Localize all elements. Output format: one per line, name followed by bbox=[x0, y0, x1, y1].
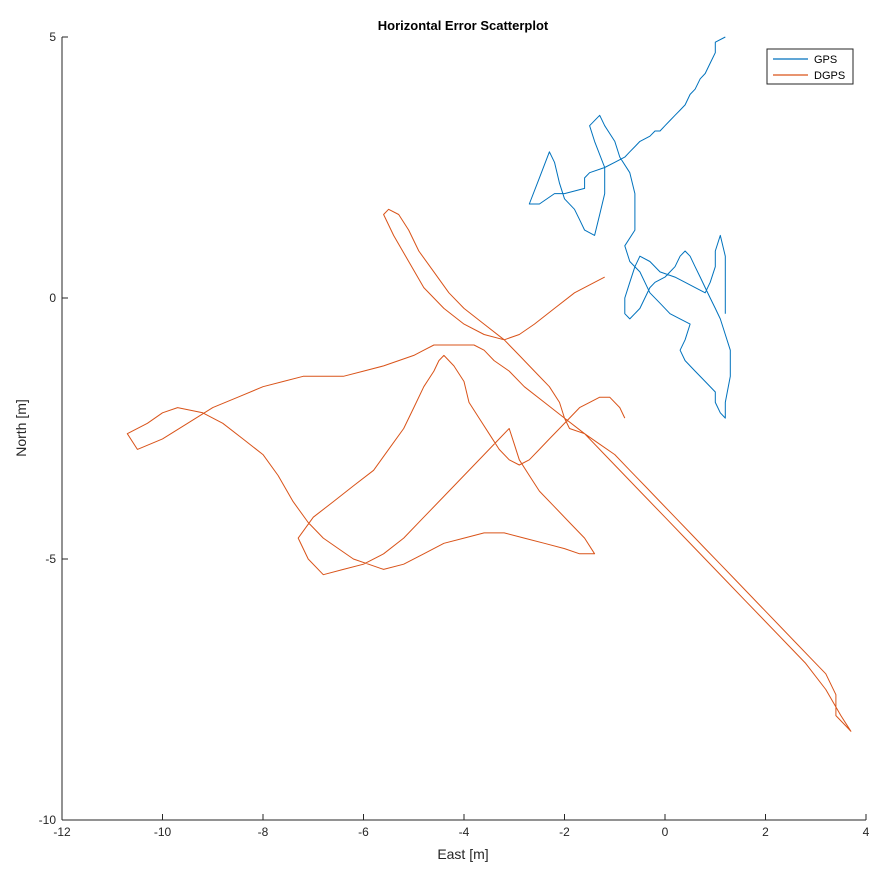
legend: GPS DGPS bbox=[766, 48, 854, 85]
x-tick-label: -2 bbox=[559, 825, 570, 839]
y-tick-label: -5 bbox=[45, 552, 56, 566]
y-axis-label: North [m] bbox=[13, 399, 29, 457]
plot-background bbox=[62, 37, 866, 820]
legend-label-dgps: DGPS bbox=[814, 70, 845, 82]
x-tick-label: -6 bbox=[358, 825, 369, 839]
x-tick-label: 0 bbox=[662, 825, 669, 839]
chart-title: Horizontal Error Scatterplot bbox=[378, 18, 549, 33]
plot-area bbox=[62, 37, 866, 820]
x-axis-label: East [m] bbox=[437, 846, 488, 862]
axes: -12 -10 -8 -6 -4 -2 0 2 4-10-505 bbox=[39, 30, 870, 839]
legend-box bbox=[766, 48, 854, 85]
x-tick-label: -4 bbox=[459, 825, 470, 839]
y-tick-label: 0 bbox=[49, 291, 56, 305]
legend-label-gps: GPS bbox=[814, 54, 837, 66]
y-tick-label: 5 bbox=[49, 30, 56, 44]
y-tick-label: -10 bbox=[39, 813, 57, 827]
x-tick-label: 4 bbox=[863, 825, 870, 839]
x-tick-label: -10 bbox=[154, 825, 172, 839]
series-line-dgps bbox=[126, 208, 852, 732]
series-layer bbox=[126, 36, 852, 732]
x-tick-label: -8 bbox=[258, 825, 269, 839]
series-line-gps bbox=[528, 36, 731, 419]
x-tick-label: -12 bbox=[53, 825, 71, 839]
x-tick-label: 2 bbox=[762, 825, 769, 839]
